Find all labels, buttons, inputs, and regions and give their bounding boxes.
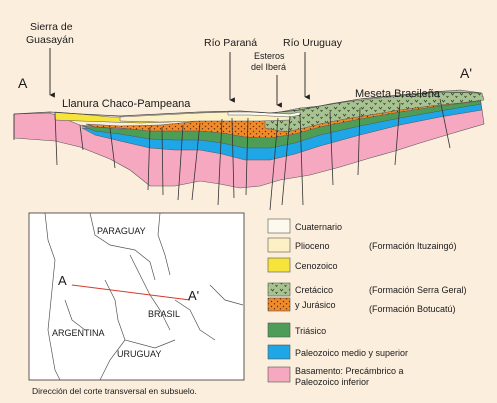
map-uruguay-label: URUGUAY	[117, 349, 161, 359]
legend-swatch-cenozoico	[267, 257, 291, 273]
legend-label-paleozoico: Paleozoico medio y superior	[295, 348, 408, 358]
sierra-label-line1: Sierra de	[30, 21, 73, 33]
legend-formation-plioceno: (Formación Ituzaingó)	[369, 241, 457, 251]
map-argentina-label: ARGENTINA	[52, 328, 105, 338]
map-point-a-prime: A'	[188, 288, 199, 303]
esteros-label-line1: Esteros	[254, 51, 285, 61]
point-a-prime-label: A'	[460, 65, 472, 81]
legend-formation-cretacico: (Formación Serra Geral)	[369, 285, 467, 295]
map-caption: Dirección del corte transversal en subsu…	[32, 386, 197, 396]
inset-map: PARAGUAY BRASIL ARGENTINA URUGUAY A A' D…	[28, 212, 245, 396]
legend-formation-jurasico: (Formación Botucatú)	[369, 304, 456, 314]
sierra-label-line2: Guasayán	[26, 34, 74, 46]
legend-label-jurasico: y Jurásico	[295, 300, 336, 310]
legend-swatch-plioceno	[267, 237, 291, 253]
meseta-label: Meseta Brasileña	[355, 88, 441, 100]
legend-label-cuaternario: Cuaternario	[295, 222, 342, 232]
esteros-label-line2: del Iberá	[251, 62, 286, 72]
legend-label-cretacico: Cretácico	[295, 285, 333, 295]
cross-section: A A' Sierra de Guasayán Río Paraná Ester…	[13, 21, 485, 211]
faults	[13, 98, 451, 211]
legend-label-basamento-line2: Paleozoico inferior	[295, 377, 369, 387]
legend-label-cenozoico: Cenozoico	[295, 261, 338, 271]
rio-uruguay-label: Río Uruguay	[283, 37, 343, 49]
map-frame	[28, 212, 245, 381]
llanura-label: Llanura Chaco-Pampeana	[62, 98, 191, 110]
legend-swatch-basamento	[267, 366, 291, 383]
legend-label-plioceno: Plioceno	[295, 241, 330, 251]
map-point-a: A	[58, 273, 67, 288]
legend-swatch-triasico	[267, 322, 291, 338]
surface-line	[13, 91, 481, 117]
point-a-label: A	[18, 75, 28, 91]
legend-swatch-jurasico	[267, 297, 291, 312]
rio-parana-label: Río Paraná	[204, 37, 257, 49]
layer-cretacico	[264, 89, 485, 133]
map-brasil-label: BRASIL	[148, 309, 180, 319]
legend-label-basamento-line1: Basamento: Precámbrico a	[295, 366, 404, 376]
legend-swatch-cuaternario	[267, 218, 291, 234]
map-paraguay-label: PARAGUAY	[97, 226, 146, 236]
legend-swatch-paleozoico	[267, 344, 291, 360]
legend-swatch-cretacico	[267, 282, 291, 297]
legend-label-triasico: Triásico	[295, 326, 326, 336]
section-direction-line	[71, 284, 191, 301]
legend: Cuaternario Plioceno (Formación Ituzaing…	[267, 218, 467, 387]
